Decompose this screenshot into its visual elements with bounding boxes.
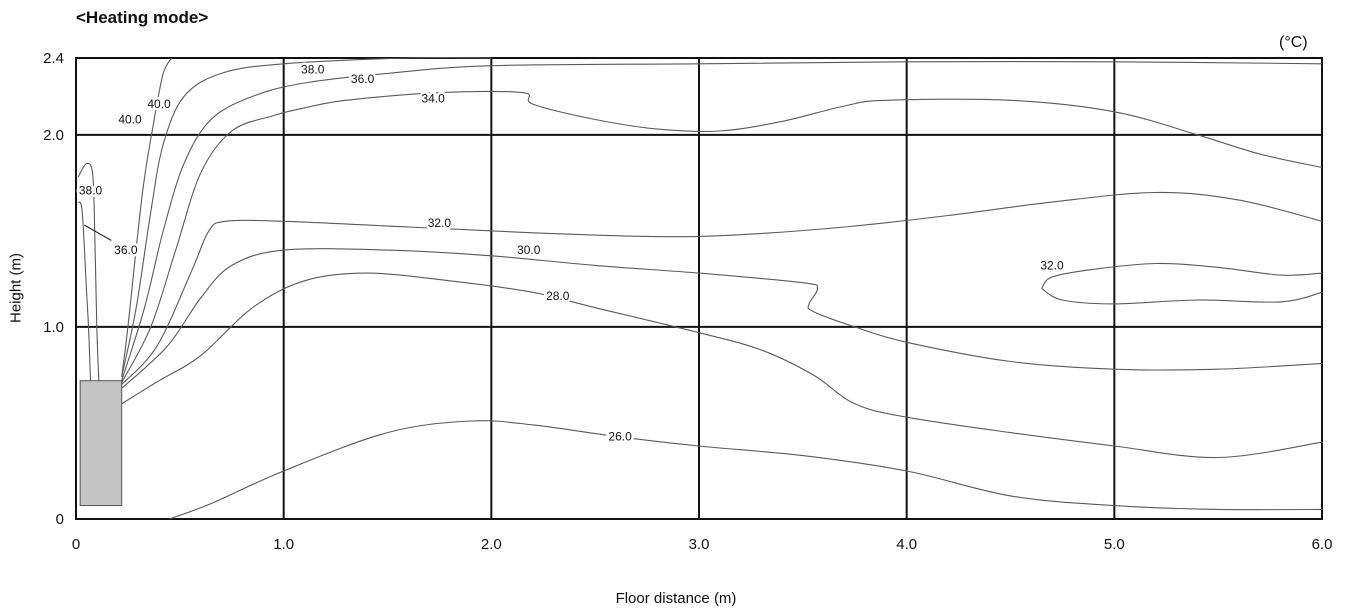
x-tick-label: 4.0 [896,536,917,553]
contour-label: 34.0 [422,91,446,105]
y-tick-label: 0 [56,511,64,528]
contour-line [169,420,1323,520]
contour-label: 32.0 [1040,258,1064,272]
y-tick-label: 2.0 [43,127,64,144]
x-tick-label: 3.0 [689,536,710,553]
contour-line [121,248,1323,389]
contour-line [121,57,172,377]
contour-label: 38.0 [79,184,103,198]
contour-line [121,272,1323,459]
contour-line [1041,262,1323,289]
indoor-unit-block [79,380,123,507]
x-tick-label: 1.0 [273,536,294,553]
y-tick-label: 2.4 [43,50,64,67]
label-leader-line [84,224,112,241]
x-tick-label: 5.0 [1104,536,1125,553]
x-tick-label: 0 [72,536,80,553]
y-tick-label: 1.0 [43,319,64,336]
contour-label: 30.0 [517,243,541,257]
contour-label: 32.0 [428,216,452,230]
contour-line [121,57,492,378]
contour-label: 36.0 [351,72,375,86]
y-axis-label: Height (m) [7,252,25,324]
x-tick-label: 6.0 [1312,536,1333,553]
contour-label: 40.0 [147,97,171,111]
contour-line [121,61,1323,381]
contour-label: 26.0 [608,429,632,443]
contour-label: 38.0 [301,63,325,77]
unit-label: (°C) [1279,34,1308,51]
contour-label: 28.0 [546,289,570,303]
contour-line [77,201,92,381]
contour-line [77,162,100,381]
contour-line [121,90,1323,383]
contour-label: 36.0 [114,243,138,257]
x-tick-label: 2.0 [481,536,502,553]
contour-label: 40.0 [118,112,142,126]
contour-line [1041,288,1323,305]
chart-title: <Heating mode> [76,8,209,27]
contour-line [121,191,1323,385]
x-axis-label: Floor distance (m) [615,590,737,607]
